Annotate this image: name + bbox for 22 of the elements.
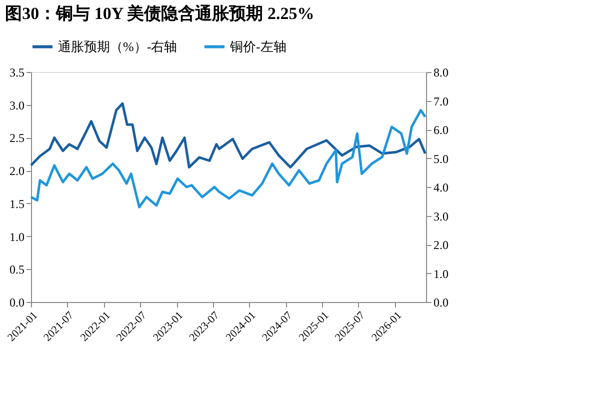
y2-tick-label: 7.0: [434, 94, 448, 108]
y2-tick-label: 0.0: [434, 296, 448, 310]
y-tick-label: 2.5: [10, 131, 24, 146]
legend-label: 铜价-左轴: [229, 38, 286, 54]
y2-tick-label: 6.0: [434, 123, 448, 137]
line-series: [30, 108, 426, 208]
y2-tick-label: 8.0: [434, 66, 448, 80]
chart-title: 图30：铜与 10Y 美债隐含通胀预期 2.25%: [5, 4, 314, 23]
y-tick-label: 2.0: [10, 164, 24, 178]
legend-label: 通胀预期（%）-右轴: [58, 38, 178, 54]
y2-tick-label: 4.0: [434, 180, 448, 194]
y-tick-label: 3.0: [10, 98, 24, 112]
y-tick-label: 3.5: [10, 66, 24, 80]
line-series: [30, 102, 426, 169]
y-tick-label: 0.0: [10, 296, 24, 310]
y-tick-label: 0.5: [10, 262, 24, 277]
y2-tick-label: 3.0: [434, 209, 448, 224]
y-tick-label: 1.0: [10, 230, 24, 244]
y2-tick-label: 1.0: [434, 266, 448, 281]
y2-tick-label: 5.0: [434, 152, 448, 166]
y-tick-label: 1.5: [10, 196, 24, 211]
y2-tick-label: 2.0: [434, 238, 448, 252]
